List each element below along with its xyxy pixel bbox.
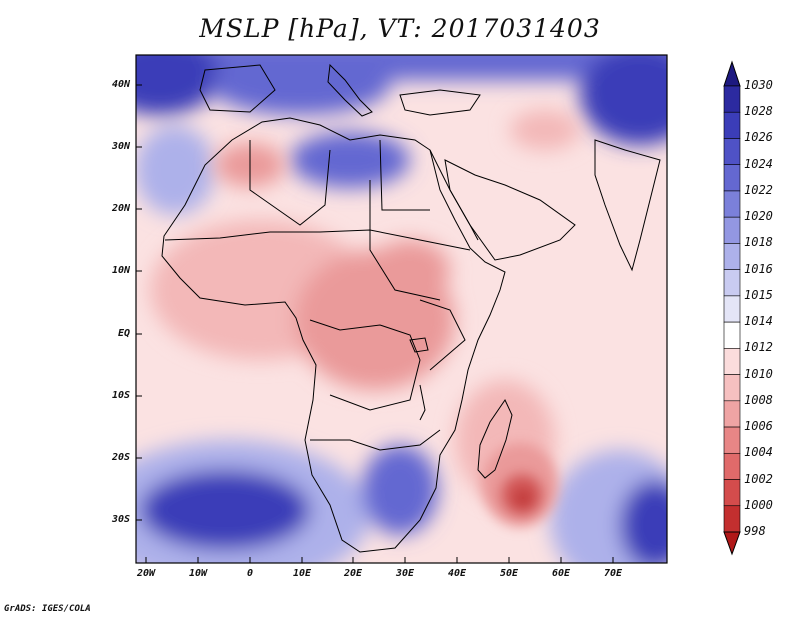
colorbar-level-label: 1020 (744, 209, 773, 224)
arabia-low (510, 110, 580, 150)
colorbar-segment (723, 85, 741, 113)
colorbar-segment (723, 452, 741, 480)
ne-high-core (580, 55, 667, 145)
colorbar-segment (723, 216, 741, 244)
nw-high-core (136, 55, 220, 115)
colorbar-bottom-arrow (723, 531, 741, 556)
lake-malawi (419, 384, 426, 421)
lon-label: 50E (499, 568, 519, 579)
lat-label: 10N (111, 265, 130, 276)
colorbar-segment (723, 479, 741, 507)
lat-label: EQ (117, 328, 130, 339)
colorbar-level-label: 1016 (744, 261, 773, 276)
coastlines (161, 63, 661, 553)
south-atlantic-high-core (140, 470, 310, 550)
border-libya-egypt (379, 139, 430, 211)
footer-credit: GrADS: IGES/COLA (4, 604, 91, 614)
lon-label: 30E (395, 568, 415, 579)
italy (327, 63, 373, 117)
map-frame (135, 54, 668, 564)
west-sahara-high-edge (136, 125, 215, 215)
colorbar-level-label: 1002 (744, 471, 773, 486)
border-east (419, 299, 466, 371)
colorbar-segment (723, 426, 741, 454)
colorbar-segment (723, 190, 741, 218)
india (594, 139, 661, 272)
europe-high (210, 55, 390, 115)
colorbar-segment (723, 505, 741, 533)
border-congo (309, 319, 421, 411)
northern-high-band (136, 55, 667, 215)
africa-coast (161, 117, 506, 553)
pressure-field (136, 55, 667, 563)
lat-label: 20N (111, 203, 130, 214)
colorbar (723, 60, 741, 556)
colorbar-level-label: 1000 (744, 497, 773, 512)
colorbar-level-label: 998 (744, 524, 766, 538)
colorbar-level-label: 1018 (744, 235, 773, 250)
cyclone-core (513, 488, 533, 508)
lon-label: 40E (447, 568, 467, 579)
lake-victoria (409, 337, 429, 353)
lat-label: 30S (111, 514, 130, 525)
lon-label: 20W (136, 568, 156, 579)
anatolia (399, 89, 481, 116)
sudan-low (370, 240, 450, 300)
colorbar-level-label: 1012 (744, 340, 773, 355)
lat-label: 40N (111, 79, 130, 90)
colorbar-segment (723, 269, 741, 297)
colorbar-level-label: 1006 (744, 419, 773, 434)
border-algeria (249, 140, 331, 226)
lat-label: 10S (111, 390, 130, 401)
lon-label: 70E (603, 568, 623, 579)
south-africa-high (362, 445, 438, 535)
iberia (199, 64, 276, 113)
colorbar-level-label: 1008 (744, 392, 773, 407)
continental-lows (150, 110, 580, 500)
lon-label: 10E (292, 568, 312, 579)
madagascar (477, 398, 513, 479)
border-chad-sudan (369, 180, 441, 301)
colorbar-level-label: 1024 (744, 156, 773, 171)
cyclone-low (482, 443, 558, 527)
colorbar-segment (723, 111, 741, 139)
colorbar-segment (723, 243, 741, 270)
colorbar-level-label: 1010 (744, 366, 773, 381)
colorbar-segment (723, 321, 741, 349)
colorbar-segment (723, 295, 741, 323)
colorbar-level-label: 1030 (744, 78, 773, 92)
colorbar-segment (723, 138, 741, 166)
colorbar-segment (723, 164, 741, 192)
border-southern (310, 429, 441, 451)
lon-label: 20E (343, 568, 363, 579)
colorbar-segment (723, 348, 741, 375)
colorbar-level-label: 1014 (744, 314, 773, 329)
lat-label: 30N (111, 141, 130, 152)
lon-label: 0 (246, 568, 254, 579)
colorbar-level-label: 1015 (744, 287, 773, 302)
colorbar-level-label: 1004 (744, 445, 773, 460)
lon-label: 60E (551, 568, 571, 579)
colorbar-level-label: 1026 (744, 130, 773, 145)
lat-label: 20S (111, 452, 130, 463)
x-ticks (145, 557, 614, 563)
y-ticks (136, 84, 142, 521)
colorbar-level-label: 1028 (744, 104, 773, 119)
colorbar-top-arrow (723, 60, 741, 87)
colorbar-segment (723, 374, 741, 402)
lon-label: 10W (188, 568, 208, 579)
border-sahel (164, 229, 471, 251)
red-sea (429, 149, 479, 241)
map-title: MSLP [hPa], VT: 2017031403 (199, 14, 601, 43)
colorbar-level-label: 1022 (744, 182, 773, 197)
colorbar-segment (723, 400, 741, 428)
indian-ocean-high-core (620, 480, 667, 563)
